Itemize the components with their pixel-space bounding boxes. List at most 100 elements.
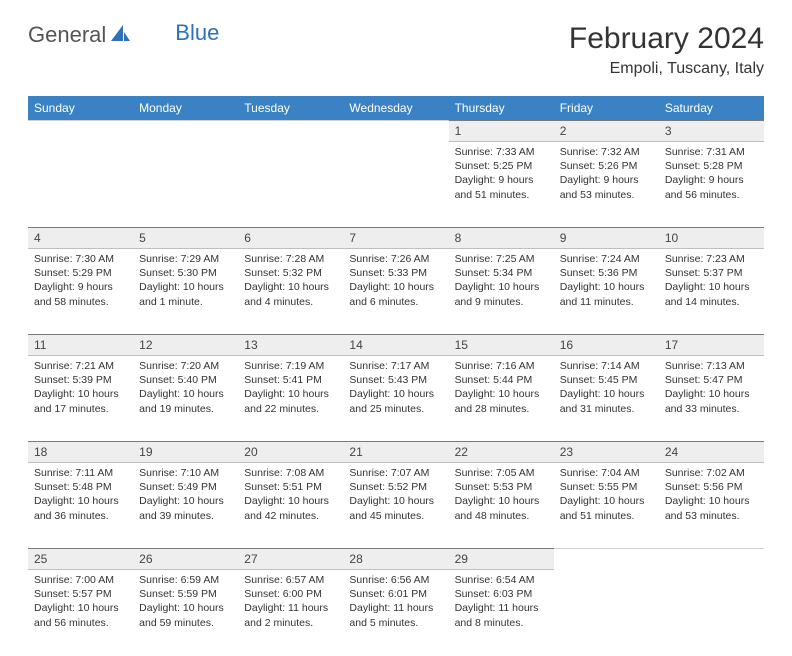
day-content-row: Sunrise: 7:33 AMSunset: 5:25 PMDaylight:… xyxy=(28,142,764,228)
sunrise-line: Sunrise: 7:19 AM xyxy=(244,359,337,373)
sunset-line: Sunset: 5:39 PM xyxy=(34,373,127,387)
sunset-line: Sunset: 5:29 PM xyxy=(34,266,127,280)
day-content-cell: Sunrise: 7:02 AMSunset: 5:56 PMDaylight:… xyxy=(659,463,764,549)
month-title: February 2024 xyxy=(569,22,764,56)
sunset-line: Sunset: 5:30 PM xyxy=(139,266,232,280)
daylight-line: Daylight: 10 hours and 22 minutes. xyxy=(244,387,337,415)
day-content-cell: Sunrise: 7:13 AMSunset: 5:47 PMDaylight:… xyxy=(659,356,764,442)
daylight-line: Daylight: 10 hours and 17 minutes. xyxy=(34,387,127,415)
day-content-cell: Sunrise: 7:17 AMSunset: 5:43 PMDaylight:… xyxy=(343,356,448,442)
daylight-line: Daylight: 10 hours and 14 minutes. xyxy=(665,280,758,308)
sunrise-line: Sunrise: 7:14 AM xyxy=(560,359,653,373)
sunrise-line: Sunrise: 7:26 AM xyxy=(349,252,442,266)
day-number-cell xyxy=(133,121,238,142)
day-number-cell: 17 xyxy=(659,335,764,356)
sunset-line: Sunset: 5:45 PM xyxy=(560,373,653,387)
brand-part1: General xyxy=(28,22,106,48)
day-content-cell: Sunrise: 7:26 AMSunset: 5:33 PMDaylight:… xyxy=(343,249,448,335)
sunrise-line: Sunrise: 6:57 AM xyxy=(244,573,337,587)
day-number-cell: 11 xyxy=(28,335,133,356)
sunrise-line: Sunrise: 6:59 AM xyxy=(139,573,232,587)
location-subtitle: Empoli, Tuscany, Italy xyxy=(569,60,764,78)
sunset-line: Sunset: 5:53 PM xyxy=(455,480,548,494)
daylight-line: Daylight: 10 hours and 42 minutes. xyxy=(244,494,337,522)
day-content-row: Sunrise: 7:11 AMSunset: 5:48 PMDaylight:… xyxy=(28,463,764,549)
sunset-line: Sunset: 5:48 PM xyxy=(34,480,127,494)
daylight-line: Daylight: 10 hours and 4 minutes. xyxy=(244,280,337,308)
day-number-cell: 15 xyxy=(449,335,554,356)
day-content-cell: Sunrise: 7:08 AMSunset: 5:51 PMDaylight:… xyxy=(238,463,343,549)
day-content-cell: Sunrise: 7:24 AMSunset: 5:36 PMDaylight:… xyxy=(554,249,659,335)
day-content-cell: Sunrise: 7:33 AMSunset: 5:25 PMDaylight:… xyxy=(449,142,554,228)
day-number-cell: 7 xyxy=(343,228,448,249)
sunset-line: Sunset: 5:28 PM xyxy=(665,159,758,173)
weekday-header: Thursday xyxy=(449,96,554,121)
daylight-line: Daylight: 11 hours and 5 minutes. xyxy=(349,601,442,629)
sunset-line: Sunset: 5:26 PM xyxy=(560,159,653,173)
day-number-cell: 25 xyxy=(28,549,133,570)
sunrise-line: Sunrise: 7:29 AM xyxy=(139,252,232,266)
day-content-cell: Sunrise: 6:56 AMSunset: 6:01 PMDaylight:… xyxy=(343,570,448,656)
day-number-cell: 9 xyxy=(554,228,659,249)
day-content-cell: Sunrise: 7:28 AMSunset: 5:32 PMDaylight:… xyxy=(238,249,343,335)
daylight-line: Daylight: 10 hours and 11 minutes. xyxy=(560,280,653,308)
weekday-header-row: SundayMondayTuesdayWednesdayThursdayFrid… xyxy=(28,96,764,121)
day-number-cell: 26 xyxy=(133,549,238,570)
sunrise-line: Sunrise: 7:30 AM xyxy=(34,252,127,266)
sunset-line: Sunset: 5:34 PM xyxy=(455,266,548,280)
day-content-cell: Sunrise: 7:19 AMSunset: 5:41 PMDaylight:… xyxy=(238,356,343,442)
sunset-line: Sunset: 6:00 PM xyxy=(244,587,337,601)
sunset-line: Sunset: 5:25 PM xyxy=(455,159,548,173)
weekday-header: Saturday xyxy=(659,96,764,121)
sunrise-line: Sunrise: 7:00 AM xyxy=(34,573,127,587)
daylight-line: Daylight: 10 hours and 9 minutes. xyxy=(455,280,548,308)
sunset-line: Sunset: 6:01 PM xyxy=(349,587,442,601)
day-content-cell: Sunrise: 6:57 AMSunset: 6:00 PMDaylight:… xyxy=(238,570,343,656)
daylight-line: Daylight: 10 hours and 45 minutes. xyxy=(349,494,442,522)
day-number-cell: 23 xyxy=(554,442,659,463)
day-content-cell: Sunrise: 7:21 AMSunset: 5:39 PMDaylight:… xyxy=(28,356,133,442)
day-number-row: 2526272829 xyxy=(28,549,764,570)
brand-part2: Blue xyxy=(175,20,219,46)
day-number-cell: 10 xyxy=(659,228,764,249)
sunrise-line: Sunrise: 7:23 AM xyxy=(665,252,758,266)
day-number-cell xyxy=(554,549,659,570)
sunset-line: Sunset: 5:49 PM xyxy=(139,480,232,494)
sunrise-line: Sunrise: 7:13 AM xyxy=(665,359,758,373)
daylight-line: Daylight: 9 hours and 53 minutes. xyxy=(560,173,653,201)
sunrise-line: Sunrise: 7:05 AM xyxy=(455,466,548,480)
title-block: February 2024 Empoli, Tuscany, Italy xyxy=(569,22,764,78)
day-number-cell: 21 xyxy=(343,442,448,463)
day-number-cell xyxy=(238,121,343,142)
daylight-line: Daylight: 10 hours and 1 minute. xyxy=(139,280,232,308)
weekday-header: Wednesday xyxy=(343,96,448,121)
day-number-cell: 8 xyxy=(449,228,554,249)
daylight-line: Daylight: 9 hours and 58 minutes. xyxy=(34,280,127,308)
day-content-cell xyxy=(659,570,764,656)
daylight-line: Daylight: 10 hours and 39 minutes. xyxy=(139,494,232,522)
day-content-cell: Sunrise: 7:32 AMSunset: 5:26 PMDaylight:… xyxy=(554,142,659,228)
daylight-line: Daylight: 10 hours and 6 minutes. xyxy=(349,280,442,308)
sunrise-line: Sunrise: 7:20 AM xyxy=(139,359,232,373)
daylight-line: Daylight: 9 hours and 51 minutes. xyxy=(455,173,548,201)
day-number-cell xyxy=(28,121,133,142)
day-content-cell: Sunrise: 7:16 AMSunset: 5:44 PMDaylight:… xyxy=(449,356,554,442)
daylight-line: Daylight: 10 hours and 51 minutes. xyxy=(560,494,653,522)
day-content-cell: Sunrise: 7:30 AMSunset: 5:29 PMDaylight:… xyxy=(28,249,133,335)
sunset-line: Sunset: 6:03 PM xyxy=(455,587,548,601)
daylight-line: Daylight: 9 hours and 56 minutes. xyxy=(665,173,758,201)
sunrise-line: Sunrise: 7:21 AM xyxy=(34,359,127,373)
day-number-cell: 18 xyxy=(28,442,133,463)
day-content-row: Sunrise: 7:30 AMSunset: 5:29 PMDaylight:… xyxy=(28,249,764,335)
sunrise-line: Sunrise: 7:25 AM xyxy=(455,252,548,266)
sunset-line: Sunset: 5:55 PM xyxy=(560,480,653,494)
day-content-row: Sunrise: 7:00 AMSunset: 5:57 PMDaylight:… xyxy=(28,570,764,656)
daylight-line: Daylight: 10 hours and 31 minutes. xyxy=(560,387,653,415)
daylight-line: Daylight: 10 hours and 36 minutes. xyxy=(34,494,127,522)
day-number-cell: 13 xyxy=(238,335,343,356)
sunrise-line: Sunrise: 7:33 AM xyxy=(455,145,548,159)
day-number-cell: 4 xyxy=(28,228,133,249)
sunset-line: Sunset: 5:56 PM xyxy=(665,480,758,494)
day-number-cell: 22 xyxy=(449,442,554,463)
day-content-cell: Sunrise: 7:14 AMSunset: 5:45 PMDaylight:… xyxy=(554,356,659,442)
